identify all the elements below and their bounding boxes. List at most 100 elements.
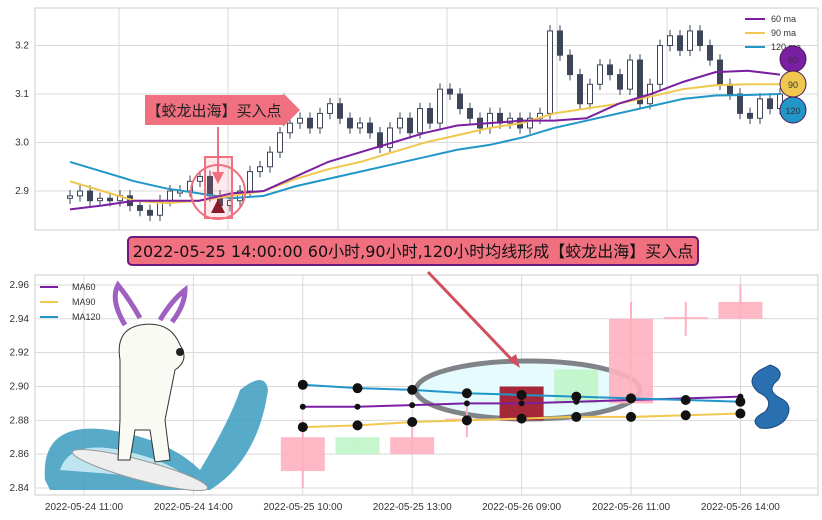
candle-body [547, 30, 553, 114]
dog-body [117, 323, 185, 463]
ma90-point [735, 408, 746, 419]
candle-body [257, 166, 263, 173]
x-tick-label: 2022-05-26 11:00 [592, 502, 671, 513]
candle-body [637, 59, 643, 105]
x-tick-label: 2022-05-25 13:00 [373, 502, 452, 513]
ma90-point [680, 410, 691, 421]
candle-body [697, 30, 703, 47]
candle-body [677, 35, 683, 51]
candle-body [617, 74, 623, 90]
annotations: 【蛟龙出海】买入点 2022-05-25 14:00:00 60小时,90小时,1… [127, 93, 699, 368]
ma90-point [516, 413, 527, 424]
candle-body [387, 127, 393, 148]
candle-body [137, 205, 143, 211]
candle-body [587, 83, 593, 105]
ma120-point [626, 393, 636, 404]
candle-body [437, 88, 443, 124]
y-tick-label: 2.9 [15, 186, 29, 197]
buy-point-arrow-label [145, 93, 300, 127]
candle-body [597, 64, 603, 85]
candle-body [577, 74, 583, 105]
pointer-arrow-shaft [426, 270, 516, 364]
y-tick-label: 3.1 [15, 89, 29, 100]
candle-body [407, 117, 413, 134]
ma60-line [69, 69, 781, 211]
candle-body [397, 117, 403, 129]
ma120-point [735, 396, 746, 407]
ma90-point [297, 422, 308, 433]
ma-badge-label: 120 [785, 106, 800, 116]
y-tick-label: 3.0 [15, 138, 29, 149]
candle-body [280, 437, 325, 472]
ma-badge-label: 60 [788, 55, 798, 65]
signal-circle [190, 164, 246, 220]
candle-body [197, 175, 203, 182]
ma60-point [299, 403, 306, 410]
y-tick-label: 2.88 [10, 415, 30, 426]
candle-body [567, 54, 573, 76]
legend-label: 90 ma [771, 28, 796, 38]
x-tick-label: 2022-05-26 14:00 [701, 502, 780, 513]
candle-body [287, 122, 293, 134]
legend-label: 120 ma [771, 42, 801, 52]
ma60-point [354, 403, 361, 410]
candle-body [767, 98, 773, 110]
legend-label: 60 ma [771, 14, 796, 24]
dragon-illustration [751, 364, 790, 429]
ma90-point [626, 411, 636, 422]
candle-body [317, 112, 323, 129]
candle-body [367, 122, 373, 134]
top-chart: 2.9 3.0 3.1 3.2 60 ma 90 ma 120 ma 60 90 120 [15, 7, 819, 231]
candle-body [487, 112, 493, 129]
candle-body [417, 108, 423, 134]
candle-body [627, 59, 633, 90]
ma60-point [409, 402, 416, 409]
ma120-point [297, 379, 308, 390]
candle-body [77, 190, 83, 197]
candle-body [337, 103, 343, 119]
y-tick-label: 3.2 [15, 41, 29, 52]
y-tick-label: 2.84 [10, 483, 30, 494]
ma120-point [352, 383, 363, 394]
ma120-point [407, 384, 418, 395]
dog-surfing-illustration [44, 280, 268, 492]
candle-body [107, 197, 113, 202]
ma120-line [69, 93, 781, 200]
x-tick-label: 2022-05-25 10:00 [263, 502, 342, 513]
candle-body [307, 117, 313, 129]
candle-body [687, 30, 693, 51]
candle-body [467, 108, 473, 119]
legend-label: MA60 [72, 282, 96, 292]
ma90-point [571, 411, 582, 422]
candle-body [390, 437, 435, 455]
candle-body [427, 108, 433, 124]
x-tick-label: 2022-05-24 11:00 [45, 502, 124, 513]
candle-body [457, 93, 463, 110]
ma90-point [407, 417, 418, 428]
pointer-arrow-head [508, 354, 520, 368]
dragon-horns [112, 280, 188, 327]
candle-body [357, 122, 363, 129]
ma60-point [518, 400, 525, 407]
ma60-point [463, 400, 470, 407]
dog-nose [176, 348, 184, 356]
buy-point-label: 【蛟龙出海】买入点 [146, 102, 281, 120]
candle-body [747, 112, 753, 119]
candle-body [87, 190, 93, 202]
candle-body [67, 195, 73, 199]
y-tick-label: 2.96 [10, 280, 30, 291]
candle-body [707, 45, 713, 61]
candle-body [557, 30, 563, 56]
candle-body [667, 35, 673, 46]
surfboard [71, 448, 209, 492]
candle-body [718, 301, 763, 319]
ma-badge-120 [779, 96, 807, 124]
candle-body [167, 190, 173, 202]
candle-body [447, 88, 453, 95]
candle-body [327, 103, 333, 114]
legend-label: MA90 [72, 297, 96, 307]
dragon-body [751, 364, 790, 429]
x-tick-label: 2022-05-24 14:00 [154, 502, 233, 513]
bottom-chart: 2.84 2.86 2.88 2.90 2.92 2.94 2.96 2022-05-24 1… [10, 274, 819, 513]
